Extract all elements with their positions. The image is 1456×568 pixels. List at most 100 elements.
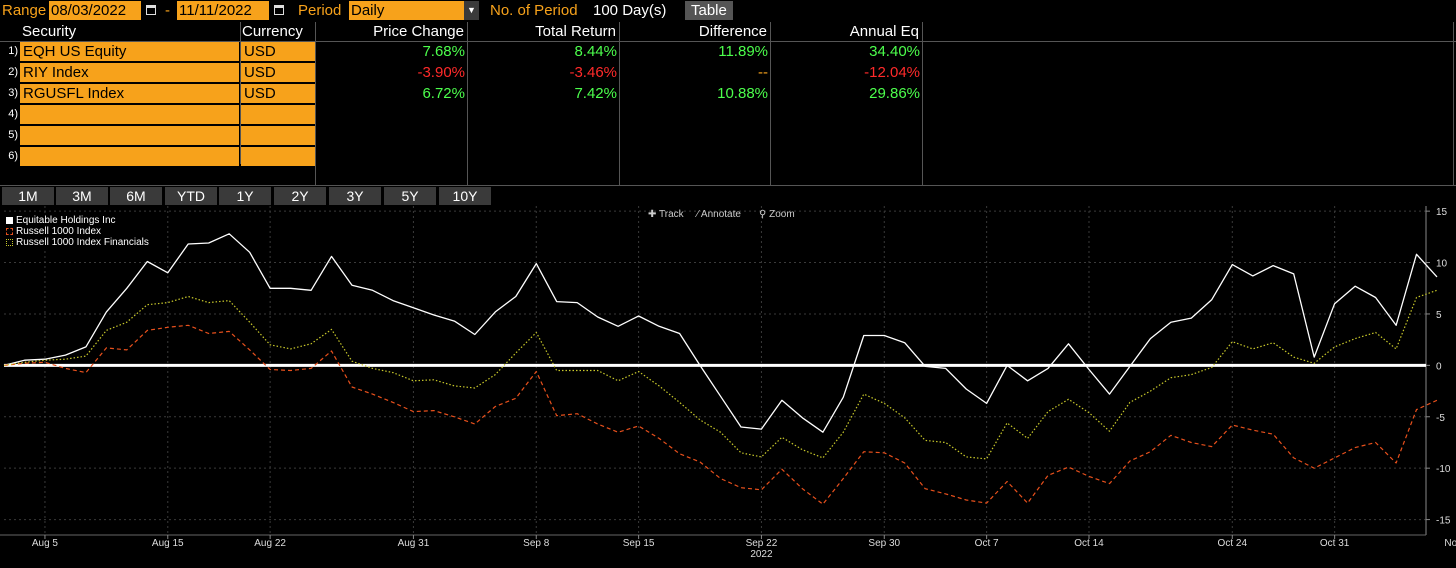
annotate-tool[interactable]: ⁄ Annotate [697, 209, 741, 220]
x-tick-label: Oct 31 [1320, 538, 1350, 549]
x-tick-label: Sep 15 [623, 538, 655, 549]
legend-label: Equitable Holdings Inc [16, 215, 116, 226]
chart-background [0, 206, 1456, 568]
x-tick-label: Nov 8 [1444, 538, 1456, 549]
no-of-period-label: No. of Period [490, 2, 578, 19]
annual-eq-cell: -12.04% [864, 64, 920, 81]
y-tick-label: -15 [1436, 516, 1451, 527]
range-label: Range [2, 2, 47, 19]
legend-item-riy[interactable]: Russell 1000 Index [5, 226, 149, 237]
y-tick-label: 0 [1436, 361, 1442, 372]
currency-cell[interactable] [241, 105, 315, 124]
column-divider [619, 22, 620, 186]
total-return-cell: -3.46% [569, 64, 617, 81]
end-date-input[interactable]: 11/11/2022 [177, 1, 269, 20]
legend-label: Russell 1000 Index [16, 226, 102, 237]
period-button-2y[interactable]: 2Y [274, 187, 326, 205]
legend-swatch [6, 217, 13, 224]
row-number: 4) [8, 108, 18, 120]
total-return-cell: 7.42% [574, 85, 617, 102]
zoom-tool[interactable]: ⚲ Zoom [759, 209, 795, 220]
x-axis-year-label: 2022 [750, 549, 773, 560]
x-tick-label: Sep 30 [868, 538, 900, 549]
row-number: 5) [8, 129, 18, 141]
price-change-cell: -3.90% [417, 64, 465, 81]
start-date-input[interactable]: 08/03/2022 [49, 1, 141, 20]
currency-cell[interactable] [241, 147, 315, 166]
security-cell[interactable]: RGUSFL Index [20, 84, 239, 103]
x-tick-label: Oct 24 [1218, 538, 1248, 549]
currency-cell[interactable] [241, 126, 315, 145]
period-button-3m[interactable]: 3M [56, 187, 108, 205]
legend-item-rgusfl[interactable]: Russell 1000 Index Financials [5, 237, 149, 248]
magnifier-icon: ⚲ [759, 209, 767, 220]
period-button-5y[interactable]: 5Y [384, 187, 436, 205]
calendar-icon[interactable] [273, 3, 286, 17]
calendar-icon[interactable] [145, 3, 158, 17]
period-button-10y[interactable]: 10Y [439, 187, 491, 205]
col-header-difference: Difference [698, 23, 767, 40]
series-line-rgusfl[interactable] [3, 289, 1438, 460]
chevron-down-icon[interactable]: ▼ [464, 1, 479, 20]
track-tool[interactable]: ✚ Track [648, 209, 684, 220]
annual-eq-cell: 34.40% [869, 43, 920, 60]
security-cell[interactable]: RIY Index [20, 63, 239, 82]
total-return-cell: 8.44% [574, 43, 617, 60]
y-tick-label: -5 [1436, 413, 1445, 424]
x-tick-label: Sep 8 [523, 538, 550, 549]
y-tick-label: 10 [1436, 259, 1448, 270]
legend-swatch [6, 228, 13, 235]
row-number: 2) [8, 66, 18, 78]
table-button[interactable]: Table [685, 1, 733, 20]
column-divider [240, 22, 241, 164]
performance-chart[interactable]: 15 10 5 0 -5 -10 -15 Aug 5 Aug 15 Aug 22 Aug 31 Sep… [0, 206, 1456, 568]
period-label: Period [298, 2, 342, 19]
pencil-icon: ⁄ [697, 209, 699, 220]
zoom-label: Zoom [769, 209, 795, 220]
difference-cell: 11.89% [718, 43, 768, 60]
security-cell[interactable] [20, 105, 239, 124]
currency-cell[interactable]: USD [241, 63, 315, 82]
no-of-period-value[interactable]: 100 Day(s) [593, 2, 667, 19]
row-number: 6) [8, 150, 18, 162]
series-line-riy[interactable] [3, 324, 1438, 505]
crosshair-icon: ✚ [648, 209, 657, 220]
period-select[interactable]: Daily [349, 1, 464, 20]
series-line-eqh[interactable] [3, 233, 1438, 433]
y-tick-label: 15 [1436, 207, 1448, 218]
annual-eq-cell: 29.86% [869, 85, 920, 102]
period-button-3y[interactable]: 3Y [329, 187, 381, 205]
period-button-1m[interactable]: 1M [2, 187, 54, 205]
x-tick-label: Oct 14 [1074, 538, 1104, 549]
x-tick-label: Aug 15 [152, 538, 184, 549]
x-tick-label: Oct 7 [975, 538, 999, 549]
col-header-annual-eq: Annual Eq [849, 23, 919, 40]
column-divider [315, 22, 316, 186]
price-change-cell: 6.72% [422, 85, 465, 102]
col-header-total-return: Total Return [535, 23, 616, 40]
security-cell[interactable] [20, 126, 239, 145]
period-button-6m[interactable]: 6M [110, 187, 162, 205]
header-divider [0, 41, 1456, 42]
difference-cell: -- [758, 64, 768, 81]
x-tick-label: Sep 22 [746, 538, 778, 549]
chart-legend: Equitable Holdings Inc Russell 1000 Inde… [3, 214, 151, 249]
col-header-price-change: Price Change [373, 23, 464, 40]
x-tick-label: Aug 22 [254, 538, 286, 549]
period-button-ytd[interactable]: YTD [165, 187, 217, 205]
period-button-1y[interactable]: 1Y [219, 187, 271, 205]
security-cell[interactable]: EQH US Equity [20, 42, 239, 61]
col-header-security: Security [22, 23, 77, 40]
row-number: 3) [8, 87, 18, 99]
currency-cell[interactable]: USD [241, 42, 315, 61]
legend-item-eqh[interactable]: Equitable Holdings Inc [5, 215, 149, 226]
security-cell[interactable] [20, 147, 239, 166]
track-label: Track [659, 209, 684, 220]
table-bottom-divider [0, 185, 1456, 186]
price-change-cell: 7.68% [422, 43, 465, 60]
column-divider [770, 22, 771, 186]
x-tick-label: Aug 31 [398, 538, 430, 549]
annotate-label: Annotate [700, 209, 741, 220]
currency-cell[interactable]: USD [241, 84, 315, 103]
y-tick-label: -10 [1436, 464, 1451, 475]
